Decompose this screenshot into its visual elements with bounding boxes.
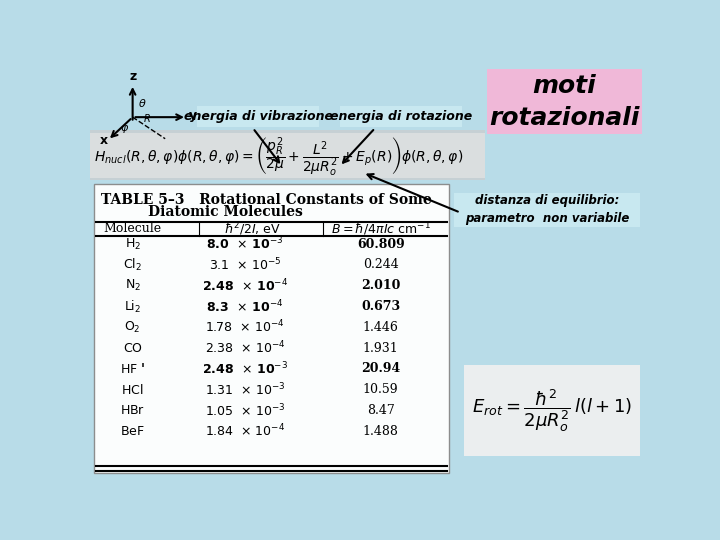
- Text: y: y: [189, 109, 197, 122]
- Text: 0.244: 0.244: [363, 259, 398, 272]
- Text: $\mathrm{H_2}$: $\mathrm{H_2}$: [125, 237, 140, 252]
- Text: $\hbar^2/2I$, eV: $\hbar^2/2I$, eV: [224, 220, 282, 238]
- Text: $\mathrm{HBr}$: $\mathrm{HBr}$: [120, 404, 145, 417]
- Text: $E_{rot} = \dfrac{\hbar^2}{2\mu R_o^2}\, l(l+1)$: $E_{rot} = \dfrac{\hbar^2}{2\mu R_o^2}\,…: [472, 387, 632, 434]
- Text: TABLE 5–3   Rotational Constants of Some: TABLE 5–3 Rotational Constants of Some: [101, 193, 431, 207]
- Text: 1.84  $\times$ 10$^{-4}$: 1.84 $\times$ 10$^{-4}$: [205, 423, 285, 440]
- Text: $\mathrm{Cl_2}$: $\mathrm{Cl_2}$: [123, 257, 142, 273]
- Bar: [454, 193, 640, 226]
- Bar: [197, 106, 320, 127]
- Text: 1.931: 1.931: [363, 342, 398, 355]
- Text: energia di vibrazione: energia di vibrazione: [184, 110, 333, 123]
- Text: 8.47: 8.47: [366, 404, 395, 417]
- Bar: [340, 106, 462, 127]
- Bar: [487, 69, 642, 134]
- Bar: [94, 184, 449, 473]
- Text: 2.48  $\times$ 10$^{-4}$: 2.48 $\times$ 10$^{-4}$: [202, 278, 288, 294]
- Text: z: z: [130, 70, 137, 83]
- Bar: [90, 130, 485, 180]
- Text: x: x: [100, 134, 108, 147]
- Text: $B = \hbar/4\pi Ic$ cm$^{-1}$: $B = \hbar/4\pi Ic$ cm$^{-1}$: [330, 220, 431, 238]
- Text: $\mathrm{N_2}$: $\mathrm{N_2}$: [125, 278, 140, 293]
- Text: $H_{nucl}(R,\theta,\varphi)\phi(R,\theta,\varphi) = \left(\dfrac{p_R^2}{2\mu} + : $H_{nucl}(R,\theta,\varphi)\phi(R,\theta…: [94, 136, 463, 179]
- Text: $\mathrm{O_2}$: $\mathrm{O_2}$: [125, 320, 141, 335]
- Text: 2.38  $\times$ 10$^{-4}$: 2.38 $\times$ 10$^{-4}$: [204, 340, 285, 356]
- Text: 1.78  $\times$ 10$^{-4}$: 1.78 $\times$ 10$^{-4}$: [205, 319, 285, 336]
- Text: $\theta$: $\theta$: [138, 97, 147, 109]
- Text: Molecule: Molecule: [104, 222, 162, 235]
- Text: R: R: [143, 114, 150, 124]
- Text: 8.0  $\times$ 10$^{-3}$: 8.0 $\times$ 10$^{-3}$: [207, 236, 284, 253]
- Text: 2.010: 2.010: [361, 279, 400, 292]
- Text: $\mathrm{CO}$: $\mathrm{CO}$: [122, 342, 143, 355]
- Text: Diatomic Molecules: Diatomic Molecules: [148, 205, 303, 219]
- Text: 8.3  $\times$ 10$^{-4}$: 8.3 $\times$ 10$^{-4}$: [206, 298, 284, 315]
- Text: moti
rotazionali: moti rotazionali: [489, 74, 639, 130]
- Text: 2.48  $\times$ 10$^{-3}$: 2.48 $\times$ 10$^{-3}$: [202, 361, 288, 377]
- Text: 1.446: 1.446: [363, 321, 399, 334]
- Text: 20.94: 20.94: [361, 362, 400, 375]
- Text: 0.673: 0.673: [361, 300, 400, 313]
- Text: 10.59: 10.59: [363, 383, 398, 396]
- Text: $\mathrm{HF}$ ': $\mathrm{HF}$ ': [120, 362, 145, 376]
- Text: $\mathrm{Li_2}$: $\mathrm{Li_2}$: [124, 299, 141, 315]
- Text: distanza di equilibrio:
parametro  non variabile: distanza di equilibrio: parametro non va…: [465, 194, 629, 225]
- Text: $\mathrm{HCl}$: $\mathrm{HCl}$: [122, 383, 144, 397]
- Text: $\mathrm{BeF}$: $\mathrm{BeF}$: [120, 425, 145, 438]
- Text: 3.1  $\times$ 10$^{-5}$: 3.1 $\times$ 10$^{-5}$: [209, 256, 282, 273]
- Text: 1.488: 1.488: [363, 425, 399, 438]
- Bar: [464, 365, 640, 456]
- Text: energia di rotazione: energia di rotazione: [330, 110, 472, 123]
- Text: 60.809: 60.809: [356, 238, 405, 251]
- Text: 1.05  $\times$ 10$^{-3}$: 1.05 $\times$ 10$^{-3}$: [204, 402, 285, 419]
- Text: $\varphi$: $\varphi$: [120, 123, 130, 135]
- Bar: [90, 132, 485, 178]
- Text: 1.31  $\times$ 10$^{-3}$: 1.31 $\times$ 10$^{-3}$: [204, 381, 285, 398]
